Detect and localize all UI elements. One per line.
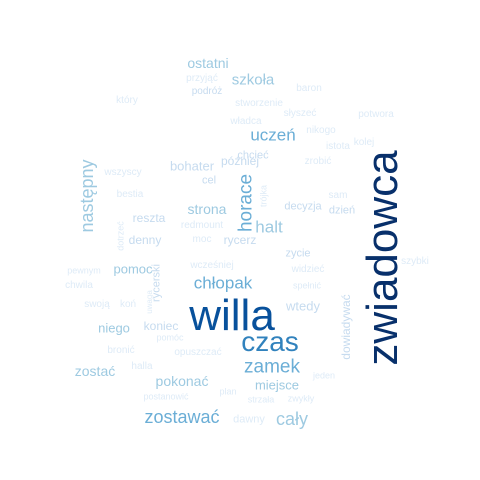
word-jeden: jeden [312,370,336,381]
word-slyszec: słyszeć [283,108,317,119]
word-bestia: bestia [116,189,144,200]
word-podroz: podróż [191,86,223,97]
word-zycie: zycie [285,247,311,260]
word-zrobic: zrobić [304,156,332,167]
word-przyjac: przyjąć [186,73,218,84]
word-pomoc: pomóc [156,332,184,343]
word-koniec: koniec [143,319,179,333]
word-ostatni: ostatni [187,55,229,71]
word-chwila: chwila [65,280,93,291]
word-cel: cel [201,174,217,187]
word-opuszczac: opuszczać [174,347,222,358]
word-zwiadowca: zwiadowca [358,150,407,366]
word-pomoc: pomoc [113,261,153,277]
word-szybki: szybki [401,256,429,267]
word-wczesniej: wcześniej [190,260,234,271]
word-caly: cały [275,409,309,429]
word-moc: moc [192,234,212,245]
word-decyzja: decyzja [284,200,322,213]
word-stworzenie: stworzenie [235,98,283,109]
word-nastepny: następny [77,159,97,233]
word-reszta: reszta [132,211,166,225]
word-ktory: który [116,95,138,106]
word-spelnic: spełnić [292,280,322,291]
word-pozniej: później [220,154,260,168]
word-zostawac: zostawać [144,407,220,427]
word-zostac: zostać [74,363,116,379]
word-miejsce: miejsce [254,377,300,393]
word-redmount: redmount [180,220,224,231]
word-dawny: dawny [233,413,265,426]
word-pokonac: pokonać [155,373,209,389]
word-dotrzec: dotrzeć [115,221,126,251]
word-plan: plan [219,386,237,397]
word-halt: halt [255,217,283,237]
word-potwora: potwora [358,109,394,120]
word-dzien: dzień [328,204,356,217]
word-bronic: bronić [107,345,135,356]
word-trojka: trójka [258,184,269,208]
word-wtedy: wtedy [286,298,320,314]
word-pewnym: pewnym [67,265,101,276]
word-czas: czas [241,326,299,357]
word-postanowic: postanowić [143,391,189,402]
word-sam: sam [328,190,348,201]
word-uwaga: uwaga [145,290,154,314]
word-uczen: uczeń [250,125,296,145]
word-horace: horace [235,173,257,233]
word-wladca: władca [230,116,262,127]
word-rycerz: rycerz [223,233,257,247]
word-kon: koń [119,299,137,310]
word-strzala: strzała [247,394,275,405]
word-willa: willa [189,291,275,340]
word-bohater: bohater [169,158,215,174]
word-kolej: kolej [353,137,375,148]
word-szkola: szkoła [231,71,275,89]
word-istota: istota [326,141,350,152]
word-zamek: zamek [244,356,300,378]
word-zwykly: zwykły [287,393,315,404]
word-niego: niego [98,320,130,336]
word-baron: baron [296,83,322,94]
word-chlopak: chłopak [193,273,253,293]
word-wszyscy: wszyscy [104,167,142,178]
word-dowiadywac: dowiadywać [339,294,353,360]
word-chciec: chcieć [237,149,269,162]
word-strona: strona [187,201,227,217]
word-denny: denny [128,233,162,247]
word-halla: halla [131,361,153,372]
word-swoja: swoją [84,299,110,310]
word-widziec: widzieć [291,264,325,275]
word-nikogo: nikogo [306,125,336,136]
